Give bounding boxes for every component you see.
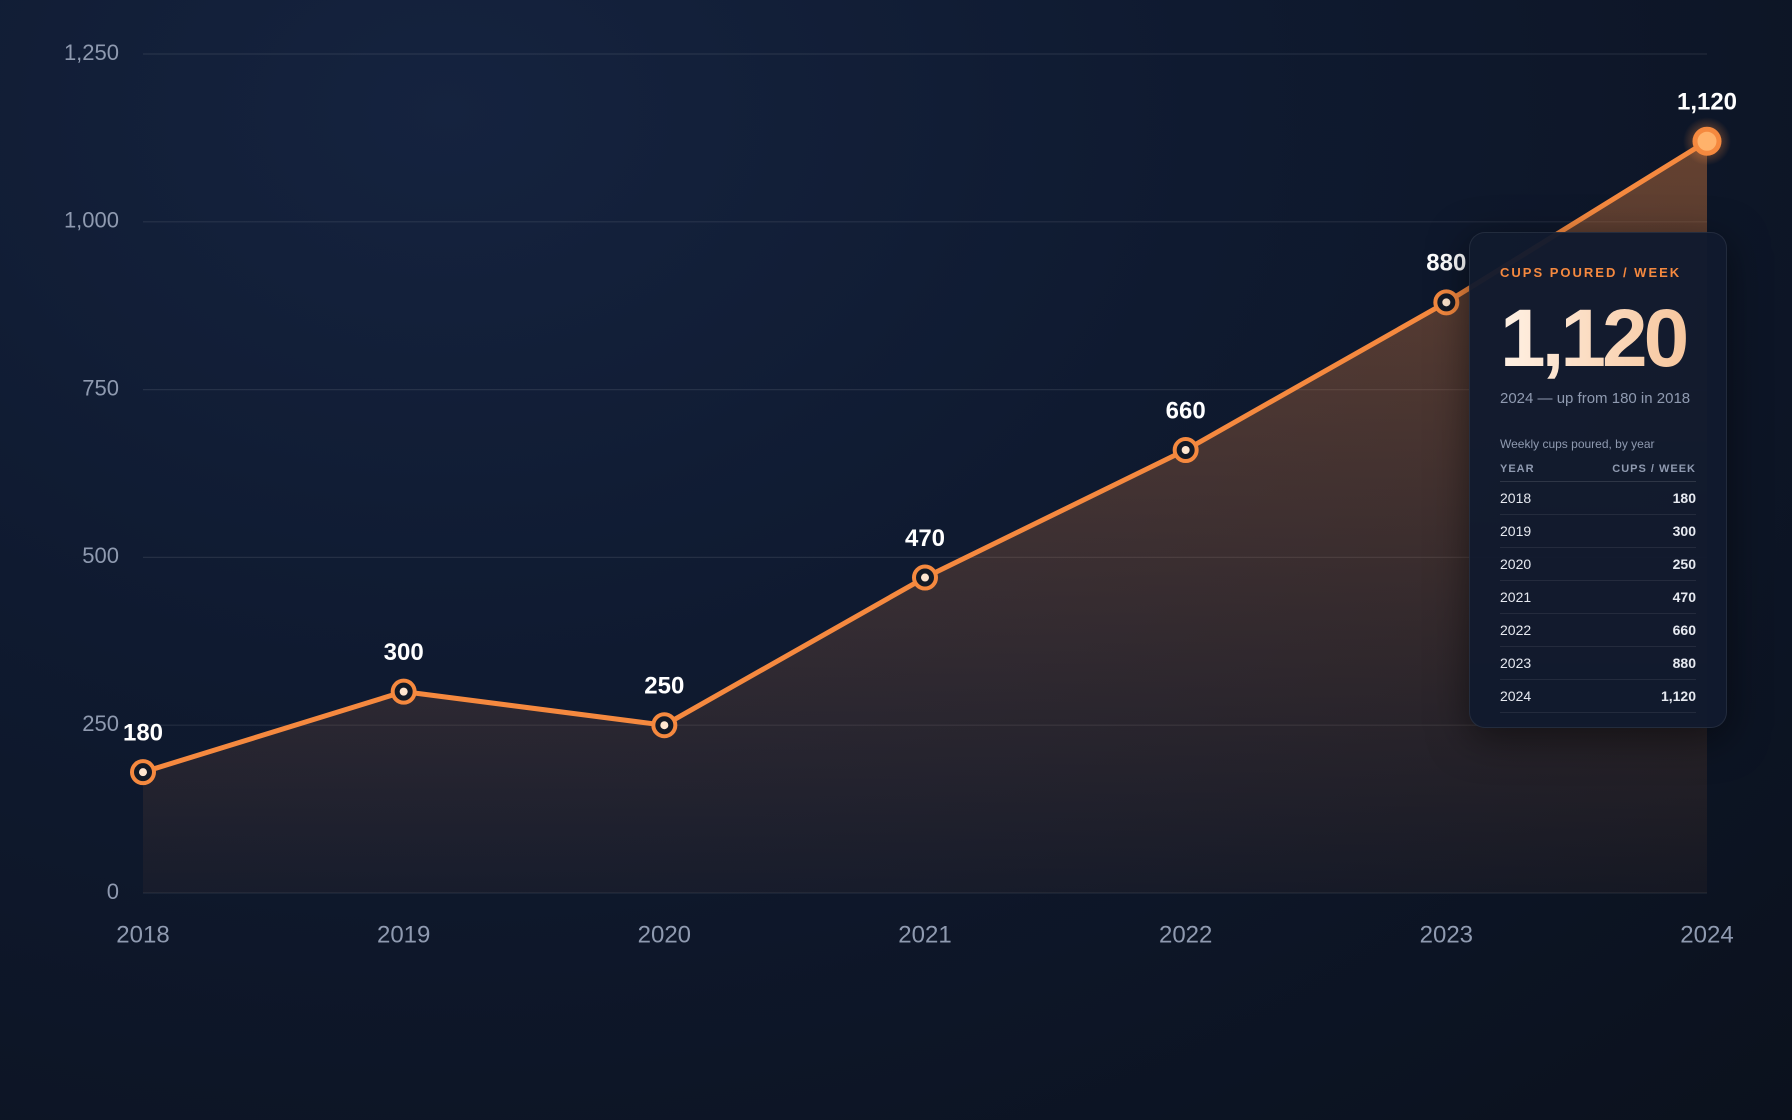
table-cell: 660 (1557, 613, 1696, 647)
point-center (1442, 298, 1451, 307)
table-row: 2022 660 (1500, 613, 1696, 647)
x-tick-label: 2019 (377, 921, 430, 948)
table-cell: 2024 (1500, 679, 1558, 713)
point-center (139, 768, 147, 777)
data-label: 250 (644, 673, 684, 700)
table-cell: 300 (1557, 514, 1696, 548)
data-table: YEAR CUPS / WEEK 2018 180 2019 300 2020 250 20… (1500, 459, 1696, 713)
panel-value: 1,120 (1500, 298, 1696, 380)
table-cell: 250 (1557, 547, 1696, 581)
point-center (921, 573, 929, 582)
table-cell: 2022 (1500, 613, 1558, 647)
data-label: 660 (1166, 397, 1206, 424)
y-tick-label: 1,250 (64, 40, 119, 65)
data-label: 1,120 (1677, 89, 1737, 116)
table-row: 2019 300 (1500, 514, 1696, 548)
y-tick-label: 500 (82, 543, 119, 568)
table-cell: 2019 (1500, 514, 1558, 548)
data-label: 470 (905, 525, 945, 552)
table-row: 2020 250 (1500, 547, 1696, 581)
x-tick-label: 2022 (1159, 921, 1212, 948)
y-tick-label: 750 (82, 375, 119, 400)
table-cell: 2021 (1500, 580, 1558, 614)
table-cell: 470 (1557, 580, 1696, 614)
y-tick-label: 0 (107, 879, 119, 904)
x-tick-label: 2024 (1680, 921, 1733, 948)
table-row: 2021 470 (1500, 580, 1696, 614)
table-cell: 880 (1557, 646, 1696, 680)
table-cell: 2023 (1500, 646, 1558, 680)
data-label: 300 (384, 639, 424, 666)
x-tick-label: 2021 (898, 921, 951, 948)
point-center (1181, 446, 1190, 455)
table-row: 2023 880 (1500, 646, 1696, 680)
table-cell: 2018 (1500, 481, 1558, 515)
summary-panel: CUPS POURED / WEEK 1,120 2024 — up from … (1469, 232, 1727, 728)
x-tick-label: 2020 (638, 921, 691, 948)
panel-note: 2024 — up from 180 in 2018 (1500, 390, 1691, 407)
point-center (660, 721, 669, 730)
data-label: 180 (123, 720, 163, 747)
point (1692, 126, 1722, 156)
data-label: 880 (1426, 250, 1466, 277)
x-tick-label: 2023 (1420, 921, 1473, 948)
table-cell: 2020 (1500, 547, 1558, 581)
table-caption: Weekly cups poured, by year (1500, 437, 1655, 451)
column-header: YEAR (1500, 459, 1558, 482)
table-cell: 1,120 (1557, 679, 1696, 713)
panel-title: CUPS POURED / WEEK (1500, 265, 1682, 280)
y-tick-label: 1,000 (64, 208, 119, 233)
area (143, 141, 1707, 894)
y-tick-label: 250 (82, 711, 119, 736)
x-tick-label: 2018 (116, 921, 169, 948)
point-center (399, 687, 408, 696)
table-row: 2018 180 (1500, 481, 1696, 515)
column-header: CUPS / WEEK (1557, 459, 1696, 482)
table-row: 2024 1,120 (1500, 679, 1696, 713)
table-cell: 180 (1557, 481, 1696, 515)
